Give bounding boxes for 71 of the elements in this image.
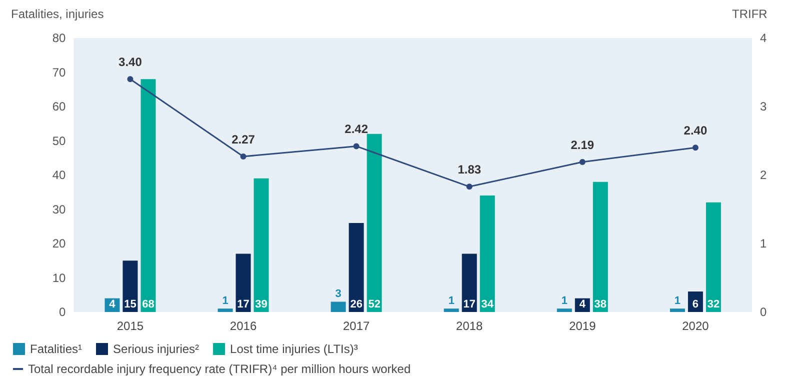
y2-tick-label: 3 (760, 100, 767, 114)
bar (218, 308, 233, 312)
point (127, 76, 134, 82)
bar (592, 182, 608, 312)
y-tick-label: 40 (52, 168, 66, 182)
y2-tick-label: 1 (760, 236, 767, 250)
data-label: 32 (707, 298, 720, 310)
data-label: 1 (222, 295, 228, 308)
data-label: 39 (255, 298, 268, 310)
bar (480, 196, 495, 312)
data-label: 68 (142, 298, 154, 310)
y2-tick-label: 0 (760, 305, 767, 319)
bar (348, 222, 364, 312)
data-label: 6 (692, 298, 699, 310)
x-tick-label: 2015 (116, 319, 144, 333)
data-label: 1 (448, 295, 454, 308)
bar (462, 254, 477, 312)
y-axis-title: Fatalities, injuries (11, 7, 104, 21)
bar (366, 134, 382, 312)
legend-label: Total recordable injury frequency rate (TRIFR)⁴ per million hours worked (28, 362, 411, 376)
data-label: 1 (674, 295, 681, 308)
bar (122, 260, 138, 312)
data-label: 3.40 (118, 55, 142, 70)
y-tick-label: 20 (52, 236, 66, 250)
data-label: 4 (109, 298, 116, 310)
data-label: 1.83 (458, 162, 482, 177)
x-tick-label: 2017 (342, 319, 370, 333)
data-label: 2.19 (570, 138, 594, 152)
data-label: 15 (124, 298, 136, 310)
data-label: 2.40 (684, 124, 708, 138)
data-label: 17 (463, 298, 476, 310)
data-label: 38 (594, 298, 607, 310)
point (240, 154, 246, 160)
y-tick-label: 80 (52, 31, 66, 45)
bar (556, 308, 572, 312)
legend-label: Lost time injuries (LTIs)³ (230, 342, 358, 356)
y2-tick-label: 4 (760, 31, 767, 45)
data-label: 34 (481, 298, 494, 310)
data-label: 52 (368, 298, 380, 310)
y-tick-label: 30 (52, 202, 66, 216)
y-tick-label: 70 (52, 65, 66, 80)
y2-tick-label: 2 (760, 168, 767, 182)
y-tick-label: 0 (59, 305, 66, 319)
data-label: 3 (335, 288, 342, 300)
data-label: 2.42 (344, 122, 368, 136)
bar (330, 302, 346, 312)
x-tick-label: 2020 (682, 319, 710, 333)
bar (254, 178, 269, 312)
data-label: 2.27 (232, 132, 256, 147)
y-tick-label: 50 (52, 134, 66, 148)
data-label: 1 (561, 295, 568, 308)
bar (706, 202, 721, 312)
point (692, 144, 698, 151)
data-label: 17 (237, 298, 250, 310)
x-tick-label: 2018 (456, 319, 484, 333)
point (353, 143, 360, 150)
data-label: 4 (579, 298, 586, 310)
x-tick-label: 2016 (230, 319, 257, 333)
x-tick-label: 2019 (569, 319, 596, 333)
bar (140, 79, 156, 312)
bar (444, 308, 459, 312)
bar (670, 308, 685, 312)
data-label: 26 (350, 298, 362, 310)
legend-label: Fatalities¹ (30, 342, 82, 356)
y2-axis-title: TRIFR (732, 7, 768, 21)
bar (236, 254, 251, 312)
point (579, 158, 586, 165)
legend-label: Serious injuries² (113, 342, 200, 356)
y-tick-label: 60 (52, 100, 66, 114)
y-tick-label: 10 (52, 270, 66, 285)
point (466, 184, 472, 190)
